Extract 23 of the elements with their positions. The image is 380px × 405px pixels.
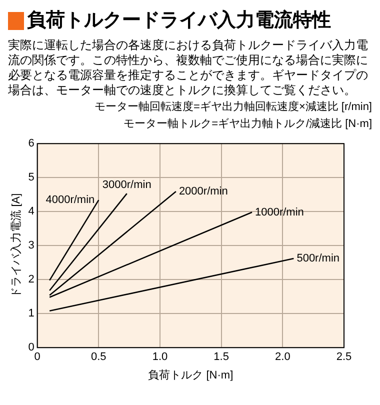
y-tick-label: 6: [28, 138, 34, 150]
x-tick-label: 2.5: [336, 351, 352, 364]
y-tick-label: 5: [28, 172, 34, 184]
text: モーター軸トルク=ギヤ出力軸トルク/減速比 [N·m]: [122, 117, 372, 132]
series-label: 2000r/min: [178, 186, 228, 198]
series-label: 4000r/min: [46, 194, 95, 206]
y-tick-label: 1: [28, 308, 34, 320]
series-label: 3000r/min: [102, 179, 152, 192]
series-label: 500r/min: [296, 252, 340, 265]
y-tick-label: 3: [28, 240, 34, 252]
x-tick-label: 1.0: [152, 351, 168, 364]
x-tick-label: 2.0: [275, 351, 290, 364]
chart-title: 負荷トルクードライバ入力電流特性: [27, 8, 331, 33]
text: モーター軸回転速度=ギヤ出力軸回転速度×減速比 [r/min]: [94, 100, 372, 115]
series-label: 1000r/min: [254, 206, 304, 218]
x-tick-label: 0.5: [91, 351, 106, 364]
x-axis-title: 負荷トルク [N·m]: [148, 368, 234, 382]
chart-subtitle: 実際に運転した場合の各速度における負荷トルクードライバ入力電流の関係です。この特性から、複数軸でご使用になる場合に実際に必要となる電源容量を推定することができます。ギヤードタイプの場合は、モーター軸での速度とトルクに換算してご覧ください。: [8, 38, 369, 98]
y-tick-label: 4: [28, 206, 34, 218]
x-tick-label: 1.5: [214, 351, 229, 364]
y-axis-title: ドライバ入力電流 [A]: [10, 193, 23, 298]
y-tick-label: 0: [28, 342, 34, 354]
y-tick-label: 2: [28, 274, 34, 286]
